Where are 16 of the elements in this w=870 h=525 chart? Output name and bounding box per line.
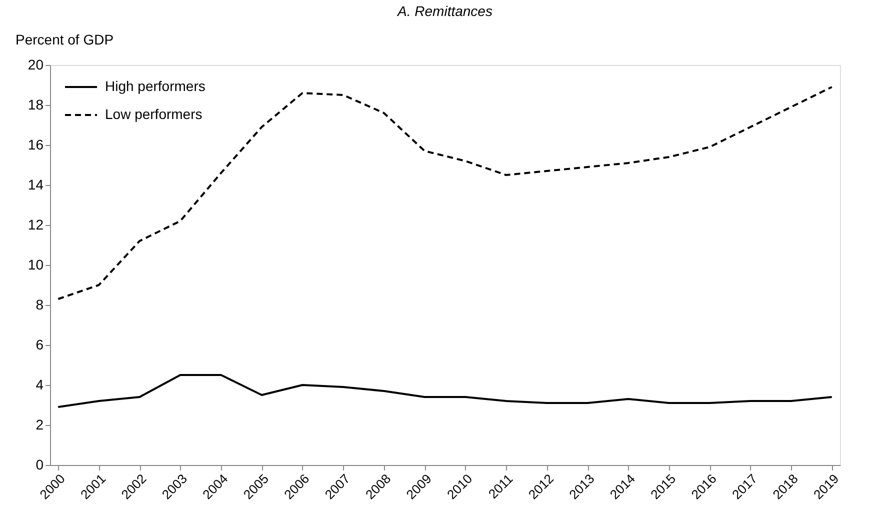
y-tick-label: 4 bbox=[36, 376, 44, 392]
y-tick-label: 6 bbox=[36, 336, 44, 352]
y-tick-label: 20 bbox=[28, 56, 44, 72]
y-tick-label: 16 bbox=[28, 136, 44, 152]
y-axis-title: Percent of GDP bbox=[16, 32, 114, 48]
y-tick-label: 0 bbox=[36, 456, 44, 472]
chart-title: A. Remittances bbox=[396, 3, 492, 19]
y-tick-label: 12 bbox=[28, 216, 44, 232]
y-tick-label: 18 bbox=[28, 96, 44, 112]
line-series bbox=[57, 374, 833, 408]
y-tick-label: 8 bbox=[36, 296, 44, 312]
y-tick-label: 2 bbox=[36, 416, 44, 432]
y-tick-label: 10 bbox=[28, 256, 44, 272]
y-tick-label: 14 bbox=[28, 176, 44, 192]
legend-label: High performers bbox=[105, 78, 206, 94]
legend-label: Low performers bbox=[105, 106, 202, 122]
